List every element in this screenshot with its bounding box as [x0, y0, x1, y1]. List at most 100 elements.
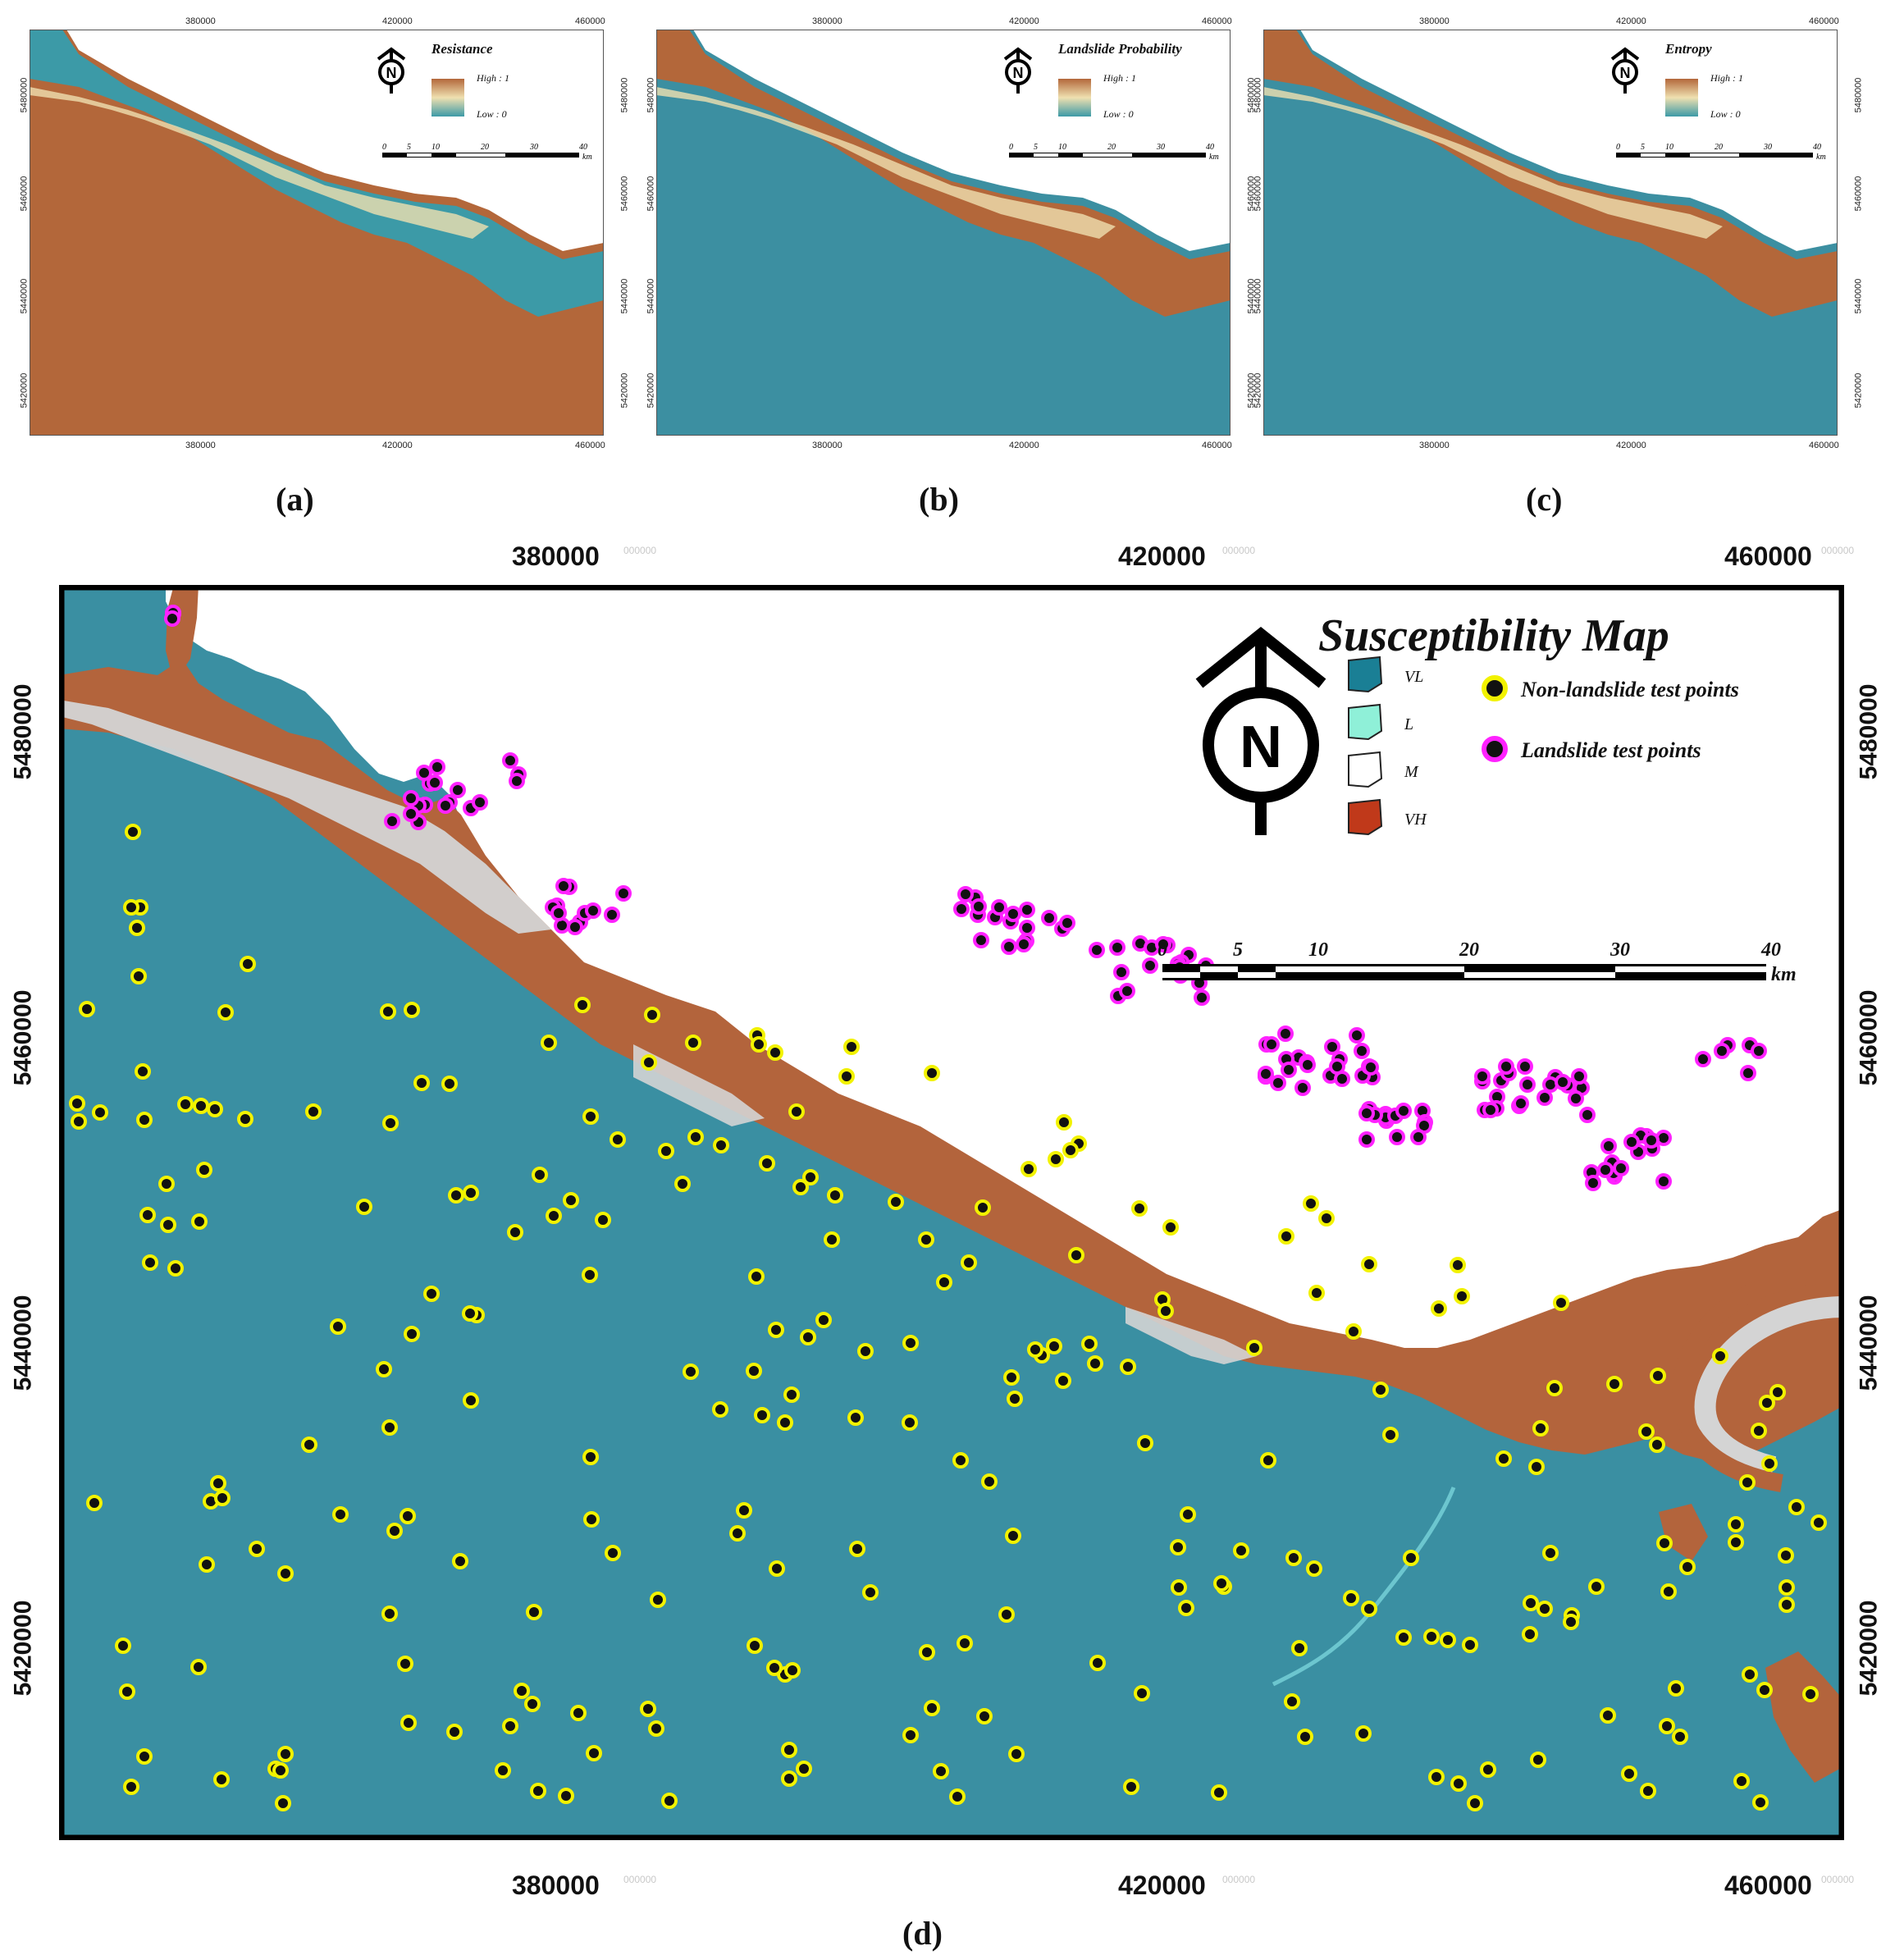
non-landslide-point: [79, 1001, 95, 1017]
landslide-point: [1270, 1075, 1286, 1091]
non-landslide-point: [644, 1007, 660, 1023]
scale-tick-label: 5: [1233, 939, 1243, 961]
landslide-point: [1363, 1059, 1379, 1076]
svg-text:0: 0: [382, 143, 386, 152]
non-landslide-point: [610, 1131, 626, 1148]
non-landslide-point: [827, 1187, 843, 1204]
landslide-point: [1389, 1129, 1405, 1145]
landslide-point: [1281, 1062, 1297, 1078]
non-landslide-point: [1728, 1534, 1744, 1551]
non-landslide-point: [687, 1129, 704, 1145]
non-landslide-point: [1345, 1323, 1362, 1340]
non-landslide-point: [1588, 1578, 1605, 1595]
small-panel-a: 380000 380000 420000 420000 460000 460000 5480…: [19, 0, 653, 525]
landslide-point: [1395, 1103, 1412, 1119]
non-landslide-point: [1162, 1219, 1179, 1236]
non-landslide-point: [1462, 1637, 1478, 1653]
svg-text:N: N: [386, 65, 397, 81]
non-landslide-point: [514, 1683, 530, 1699]
landslide-point: [1474, 1068, 1491, 1085]
legend-label-vh: VH: [1404, 811, 1427, 829]
non-landslide-point: [1285, 1550, 1302, 1566]
non-landslide-point: [1246, 1340, 1262, 1356]
y-tick-left-2: 5460000: [9, 989, 37, 1086]
non-landslide-point: [746, 1363, 762, 1379]
non-landslide-point: [86, 1495, 103, 1511]
svg-text:5: 5: [1641, 143, 1645, 152]
non-landslide-point: [1752, 1794, 1769, 1811]
non-landslide-point: [1450, 1257, 1466, 1273]
panel-b-x-tick-top: 420000: [1009, 16, 1039, 26]
non-landslide-point: [1027, 1341, 1043, 1358]
non-landslide-point: [1467, 1795, 1483, 1811]
landslide-point: [1613, 1160, 1629, 1176]
landslide-legend-label: Landslide test points: [1520, 738, 1701, 762]
non-landslide-point: [674, 1176, 691, 1192]
non-landslide-point: [1546, 1380, 1563, 1396]
panel-a-map: N: [30, 30, 604, 436]
non-landslide-point: [661, 1793, 678, 1809]
non-landslide-point: [1659, 1718, 1675, 1734]
non-landslide-point: [404, 1002, 420, 1018]
landslide-point: [1513, 1095, 1529, 1112]
non-landslide-point: [1211, 1784, 1227, 1801]
panel-c-y-tick-right: 5460000: [1853, 176, 1864, 212]
y-tick-left-4: 5420000: [9, 1600, 37, 1697]
y-tick-left-1: 5480000: [9, 683, 37, 780]
non-landslide-point: [1810, 1514, 1827, 1531]
susceptibility-map-canvas: N Susceptibility Map VL L M VH Non-landslid…: [59, 585, 1844, 1840]
non-landslide-point: [1761, 1455, 1778, 1472]
non-landslide-point: [463, 1185, 479, 1201]
non-landslide-point: [546, 1208, 562, 1224]
moderate-band-2: [633, 1044, 765, 1126]
non-landslide-point: [784, 1662, 801, 1679]
non-landslide-point: [92, 1104, 108, 1121]
landslide-point: [1714, 1043, 1730, 1059]
svg-text:10: 10: [431, 143, 440, 152]
non-landslide-point: [1157, 1303, 1174, 1319]
non-landslide-point: [1260, 1452, 1276, 1469]
non-landslide-point: [1530, 1752, 1546, 1768]
non-landslide-point: [582, 1108, 599, 1125]
non-landslide-point: [1733, 1773, 1750, 1789]
non-landslide-point: [275, 1795, 291, 1811]
non-landslide-point: [1361, 1256, 1377, 1272]
non-landslide-point: [193, 1098, 209, 1114]
non-landslide-point: [277, 1565, 294, 1582]
non-landslide-point: [1522, 1626, 1538, 1642]
panel-a-legend-high: High : 1: [477, 72, 509, 84]
non-landslide-point: [1123, 1779, 1139, 1795]
non-landslide-point: [196, 1162, 212, 1178]
non-landslide-point: [532, 1167, 548, 1183]
non-landslide-point: [648, 1720, 664, 1737]
panel-b-x-tick-bottom: 460000: [1202, 441, 1232, 450]
panel-b-x-tick-bottom: 420000: [1009, 441, 1039, 450]
non-landslide-point: [1120, 1359, 1136, 1375]
landslide-point: [1089, 942, 1105, 958]
panel-c-x-tick-bottom: 380000: [1419, 441, 1450, 450]
landslide-point: [1358, 1105, 1375, 1121]
panel-c-y-tick-right: 5480000: [1853, 77, 1864, 113]
non-landslide-point: [1056, 1114, 1072, 1131]
legend-label-m: M: [1404, 763, 1419, 781]
non-landslide-point: [800, 1329, 816, 1345]
landslide-point: [1482, 1102, 1499, 1118]
moderate-band-1: [59, 700, 551, 934]
non-landslide-point: [759, 1155, 775, 1172]
landslide-point: [973, 932, 989, 948]
panel-c-map: N: [1263, 30, 1838, 436]
non-landslide-point: [1303, 1195, 1319, 1212]
non-landslide-point: [574, 997, 591, 1013]
non-landslide-point: [1600, 1707, 1616, 1724]
panel-c-legend-high: High : 1: [1710, 72, 1743, 84]
non-landslide-point: [1020, 1161, 1037, 1177]
landslide-point: [1059, 915, 1075, 931]
non-landslide-point: [582, 1449, 599, 1465]
svg-text:km: km: [1816, 153, 1826, 162]
panel-c-x-tick-top: 420000: [1616, 16, 1646, 26]
landslide-point: [427, 774, 443, 791]
non-landslide-point: [1382, 1427, 1399, 1443]
scale-unit: km: [1771, 964, 1797, 985]
landslide-point: [384, 813, 400, 829]
